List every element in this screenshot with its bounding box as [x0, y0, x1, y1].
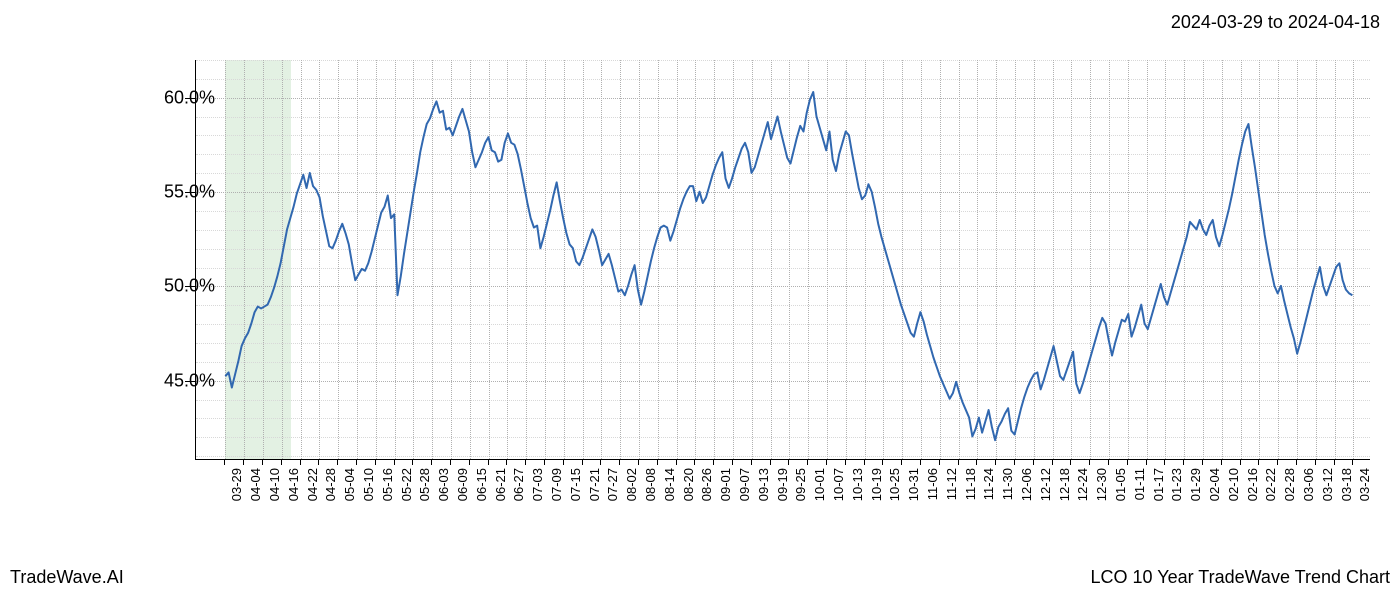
x-tick — [1315, 460, 1316, 465]
x-tick — [694, 460, 695, 465]
x-tick — [1202, 460, 1203, 465]
x-tick — [732, 460, 733, 465]
x-tick — [676, 460, 677, 465]
x-tick — [976, 460, 977, 465]
x-tick — [788, 460, 789, 465]
x-tick — [488, 460, 489, 465]
x-tick — [1277, 460, 1278, 465]
x-tick — [412, 460, 413, 465]
y-axis-label: 50.0% — [164, 276, 215, 297]
x-tick — [224, 460, 225, 465]
x-tick — [770, 460, 771, 465]
x-tick — [901, 460, 902, 465]
x-tick — [1089, 460, 1090, 465]
date-range-label: 2024-03-29 to 2024-04-18 — [1171, 12, 1380, 33]
x-tick — [337, 460, 338, 465]
x-tick — [600, 460, 601, 465]
chart-container — [195, 60, 1370, 460]
line-series — [196, 60, 1370, 459]
x-axis-label: 03-24 — [1357, 468, 1400, 501]
x-tick — [882, 460, 883, 465]
x-tick — [619, 460, 620, 465]
x-tick — [525, 460, 526, 465]
x-tick — [300, 460, 301, 465]
x-tick — [375, 460, 376, 465]
x-tick — [281, 460, 282, 465]
plot-area — [195, 60, 1370, 460]
x-tick — [1108, 460, 1109, 465]
x-tick — [1033, 460, 1034, 465]
x-tick — [1014, 460, 1015, 465]
x-tick — [450, 460, 451, 465]
y-axis-label: 55.0% — [164, 182, 215, 203]
x-tick — [713, 460, 714, 465]
x-tick — [995, 460, 996, 465]
x-tick — [864, 460, 865, 465]
x-tick — [845, 460, 846, 465]
x-tick — [394, 460, 395, 465]
footer-title: LCO 10 Year TradeWave Trend Chart — [1091, 567, 1391, 588]
x-tick — [1164, 460, 1165, 465]
x-tick — [1127, 460, 1128, 465]
x-tick — [1052, 460, 1053, 465]
x-tick — [243, 460, 244, 465]
x-tick — [657, 460, 658, 465]
x-tick — [582, 460, 583, 465]
x-tick — [431, 460, 432, 465]
x-tick — [807, 460, 808, 465]
x-tick — [958, 460, 959, 465]
x-tick — [1240, 460, 1241, 465]
x-tick — [1334, 460, 1335, 465]
x-tick — [1070, 460, 1071, 465]
x-tick — [1183, 460, 1184, 465]
x-tick — [1352, 460, 1353, 465]
footer-brand: TradeWave.AI — [10, 567, 124, 588]
x-tick — [1146, 460, 1147, 465]
x-tick — [638, 460, 639, 465]
y-axis-label: 45.0% — [164, 370, 215, 391]
x-tick — [563, 460, 564, 465]
x-tick — [318, 460, 319, 465]
trend-line — [225, 92, 1352, 440]
x-tick — [920, 460, 921, 465]
x-tick — [1258, 460, 1259, 465]
x-tick — [506, 460, 507, 465]
x-tick — [544, 460, 545, 465]
x-tick — [1296, 460, 1297, 465]
y-axis-label: 60.0% — [164, 87, 215, 108]
x-tick — [469, 460, 470, 465]
x-tick — [939, 460, 940, 465]
x-tick — [751, 460, 752, 465]
x-tick — [1221, 460, 1222, 465]
x-tick — [826, 460, 827, 465]
x-tick — [356, 460, 357, 465]
x-tick — [262, 460, 263, 465]
